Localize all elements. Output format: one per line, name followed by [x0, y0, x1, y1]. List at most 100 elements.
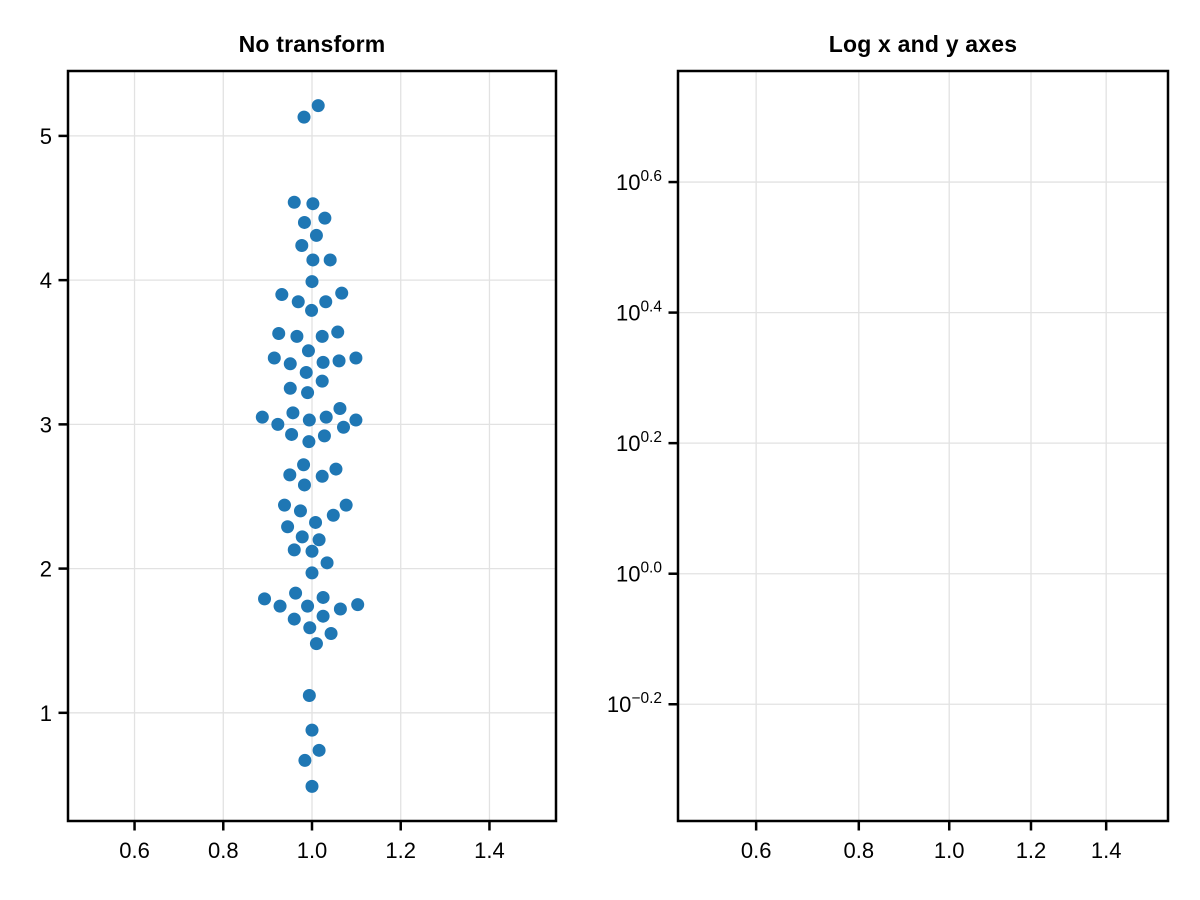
- data-point: [339, 498, 353, 512]
- data-point: [306, 197, 320, 211]
- data-point: [286, 406, 300, 420]
- data-point: [277, 498, 291, 512]
- data-point: [326, 508, 340, 522]
- x-tick-label: 1.2: [385, 838, 416, 863]
- y-tick-label: 4: [40, 268, 52, 293]
- y-tick-label: 10−0.2: [607, 690, 662, 717]
- x-tick-label: 1.4: [1091, 838, 1122, 863]
- data-point: [303, 621, 317, 635]
- data-point: [275, 288, 289, 302]
- data-point: [309, 228, 323, 242]
- data-point: [349, 413, 363, 427]
- data-point: [301, 386, 315, 400]
- data-point: [271, 417, 285, 431]
- data-point: [319, 410, 333, 424]
- data-point: [285, 427, 299, 441]
- panel-log-axes: Log x and y axes 0.6 0.8 1.0 1.2 1.4 100.6 100…: [600, 0, 1200, 900]
- data-point: [349, 351, 363, 365]
- data-point: [319, 295, 333, 309]
- data-point: [301, 344, 315, 358]
- data-point: [255, 410, 269, 424]
- x-tick-label: 0.8: [843, 838, 874, 863]
- data-point: [302, 435, 316, 449]
- y-tick-label: 100.0: [616, 560, 662, 587]
- x-tick-label: 0.8: [208, 838, 239, 863]
- data-point: [333, 402, 347, 415]
- data-point: [305, 723, 319, 737]
- data-point: [258, 592, 272, 606]
- data-point: [305, 275, 319, 289]
- data-point: [332, 354, 346, 368]
- data-point: [299, 365, 313, 379]
- panel-no-transform: No transform 0.6 0.8 1.0 1.2 1.4 1 2 3 4 5: [40, 31, 558, 863]
- data-point: [295, 530, 309, 544]
- data-point: [297, 110, 311, 124]
- data-point: [302, 413, 316, 427]
- panel-title-log-axes: Log x and y axes: [828, 31, 1018, 57]
- data-point: [293, 504, 307, 518]
- data-point: [336, 420, 350, 434]
- data-point: [283, 381, 297, 395]
- data-point: [324, 627, 338, 640]
- data-point: [309, 637, 323, 651]
- panel-title-no-transform: No transform: [238, 31, 386, 57]
- data-point: [329, 462, 343, 476]
- data-point: [305, 566, 319, 580]
- plot-no-transform: 0.6 0.8 1.0 1.2 1.4 1 2 3 4 5: [40, 69, 558, 863]
- x-tick-label: 1.4: [474, 838, 505, 863]
- data-point: [297, 478, 311, 492]
- x-tick-label: 1.2: [1016, 838, 1047, 863]
- data-point: [331, 325, 345, 339]
- data-point: [311, 99, 325, 113]
- data-point: [298, 753, 312, 767]
- data-point: [316, 609, 330, 623]
- data-point: [302, 689, 316, 703]
- x-tick-label: 1.0: [934, 838, 965, 863]
- y-tick-label: 100.4: [616, 299, 662, 326]
- data-point: [295, 239, 309, 253]
- data-point: [290, 329, 304, 343]
- data-point: [305, 544, 319, 558]
- data-point: [272, 327, 286, 340]
- data-point: [312, 533, 326, 547]
- data-point: [267, 351, 281, 365]
- data-point: [333, 602, 347, 616]
- data-point: [317, 429, 331, 443]
- data-point: [283, 357, 297, 371]
- y-tick-label: 5: [40, 124, 52, 149]
- y-tick-label: 100.2: [616, 429, 662, 456]
- data-point: [312, 743, 326, 757]
- data-point: [283, 468, 297, 482]
- data-point: [315, 469, 329, 483]
- data-point: [318, 211, 332, 225]
- data-point: [316, 590, 330, 604]
- data-point: [305, 303, 319, 317]
- x-tick-label: 1.0: [297, 838, 328, 863]
- plot-log-axes: 0.6 0.8 1.0 1.2 1.4 100.6 100.4 100.2 100.0 10−0.…: [607, 69, 1170, 863]
- y-tick-label: 3: [40, 412, 52, 437]
- plot-frame: [676, 69, 1170, 823]
- data-point: [297, 458, 311, 472]
- data-point: [273, 599, 287, 613]
- data-point: [287, 195, 301, 209]
- y-tick-label: 2: [40, 557, 52, 582]
- data-point: [297, 215, 311, 229]
- data-point: [291, 295, 305, 309]
- x-tick-label: 0.6: [119, 838, 150, 863]
- data-point: [305, 779, 319, 793]
- data-point: [287, 543, 301, 557]
- data-point: [309, 515, 323, 529]
- data-point: [351, 598, 365, 612]
- data-point: [306, 253, 320, 267]
- data-point: [316, 355, 330, 369]
- y-tick-label: 1: [40, 701, 52, 726]
- data-point: [335, 286, 349, 300]
- data-point: [323, 253, 337, 267]
- data-point: [289, 586, 303, 600]
- data-point: [315, 374, 329, 388]
- data-point: [320, 556, 334, 570]
- data-point: [287, 612, 301, 626]
- data-point: [315, 329, 329, 343]
- data-point: [281, 520, 295, 534]
